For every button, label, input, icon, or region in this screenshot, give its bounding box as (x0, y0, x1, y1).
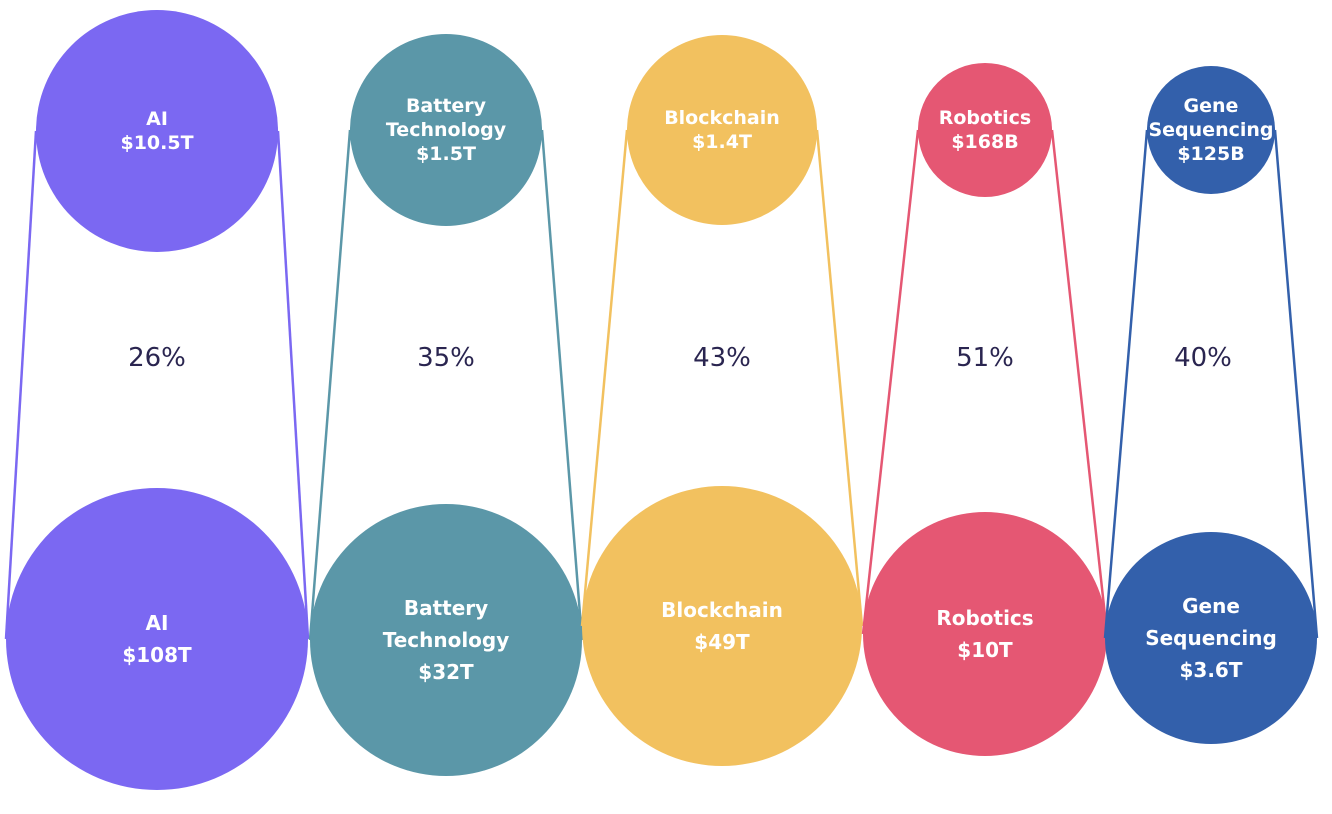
gene-sequencing-current-bubble (1147, 66, 1275, 194)
blockchain-current-label-line-1: Blockchain (664, 107, 780, 129)
blockchain-current-label-line-2: $1.4T (692, 131, 752, 153)
gene-sequencing-current-label-line-3: $125B (1177, 143, 1244, 165)
robotics-connector-left (861, 129, 920, 635)
ai-connector-right (276, 130, 310, 640)
battery-technology-current-label-line-1: Battery (406, 95, 487, 117)
blockchain-projected-label-line-1: Blockchain (661, 598, 783, 622)
blockchain-projected-bubble (582, 486, 862, 766)
battery-technology-current-label-line-3: $1.5T (416, 143, 476, 165)
blockchain-current-bubble (627, 35, 817, 225)
battery-technology-projected-label-line-3: $32T (418, 660, 474, 684)
gene-sequencing-growth-label: 40% (1174, 343, 1232, 373)
ai-projected-label-line-2: $108T (122, 643, 192, 667)
ai-current-label-line-1: AI (146, 108, 168, 130)
gene-sequencing-current-label-line-1: Gene (1184, 95, 1239, 117)
gene-sequencing-connector-left (1103, 129, 1149, 639)
battery-technology-current-bubble (350, 34, 542, 226)
blockchain-connector-left (580, 129, 629, 627)
robotics-projected-label-line-2: $10T (957, 638, 1013, 662)
robotics-projected-label-line-1: Robotics (936, 606, 1033, 630)
ai-growth-label: 26% (128, 343, 186, 373)
robotics-projected-bubble (863, 512, 1107, 756)
series-battery-technology: BatteryTechnology$1.5TBatteryTechnology$… (308, 34, 584, 776)
series-gene-sequencing: GeneSequencing$125BGeneSequencing$3.6T40… (1103, 66, 1319, 744)
battery-technology-current-label-line-2: Technology (386, 119, 507, 141)
gene-sequencing-projected-label-line-1: Gene (1182, 594, 1240, 618)
robotics-current-bubble (918, 63, 1052, 197)
battery-technology-projected-label-line-2: Technology (383, 628, 510, 652)
gene-sequencing-projected-label-line-2: Sequencing (1145, 626, 1277, 650)
battery-technology-connector-left (308, 129, 352, 641)
battery-technology-connector-right (540, 129, 584, 641)
ai-current-bubble (36, 10, 278, 252)
robotics-current-label-line-1: Robotics (939, 107, 1032, 129)
battery-technology-projected-bubble (310, 504, 582, 776)
gene-sequencing-current-label-line-2: Sequencing (1148, 119, 1273, 141)
robotics-current-label-line-2: $168B (951, 131, 1018, 153)
ai-projected-label-line-1: AI (146, 611, 169, 635)
gene-sequencing-projected-bubble (1105, 532, 1317, 744)
robotics-growth-label: 51% (956, 343, 1014, 373)
gene-sequencing-connector-right (1273, 129, 1319, 639)
blockchain-projected-label-line-2: $49T (694, 630, 750, 654)
gene-sequencing-projected-label-line-3: $3.6T (1180, 658, 1243, 682)
battery-technology-projected-label-line-1: Battery (404, 596, 488, 620)
ai-projected-bubble (6, 488, 308, 790)
ai-current-label-line-2: $10.5T (120, 132, 193, 154)
blockchain-growth-label: 43% (693, 343, 751, 373)
ai-connector-left (4, 130, 38, 640)
battery-technology-growth-label: 35% (417, 343, 475, 373)
robotics-connector-right (1050, 129, 1109, 635)
blockchain-connector-right (815, 129, 864, 627)
